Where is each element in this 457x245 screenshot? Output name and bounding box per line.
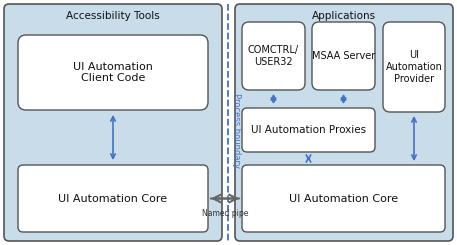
Text: Applications: Applications — [312, 11, 376, 21]
Text: COMCTRL/
USER32: COMCTRL/ USER32 — [248, 45, 299, 67]
Text: Named pipe: Named pipe — [202, 208, 248, 218]
Text: UI
Automation
Provider: UI Automation Provider — [386, 50, 442, 84]
FancyBboxPatch shape — [242, 108, 375, 152]
FancyBboxPatch shape — [242, 22, 305, 90]
Text: UI Automation Core: UI Automation Core — [289, 194, 398, 204]
Text: Accessibility Tools: Accessibility Tools — [66, 11, 160, 21]
FancyBboxPatch shape — [4, 4, 222, 241]
FancyBboxPatch shape — [312, 22, 375, 90]
Text: UI Automation Core: UI Automation Core — [58, 194, 168, 204]
Text: MSAA Server: MSAA Server — [312, 51, 375, 61]
FancyBboxPatch shape — [235, 4, 453, 241]
Text: Process boundary: Process boundary — [232, 93, 241, 168]
FancyBboxPatch shape — [242, 165, 445, 232]
FancyBboxPatch shape — [383, 22, 445, 112]
FancyBboxPatch shape — [18, 165, 208, 232]
FancyBboxPatch shape — [18, 35, 208, 110]
Text: UI Automation
Client Code: UI Automation Client Code — [73, 62, 153, 83]
Text: UI Automation Proxies: UI Automation Proxies — [251, 125, 366, 135]
